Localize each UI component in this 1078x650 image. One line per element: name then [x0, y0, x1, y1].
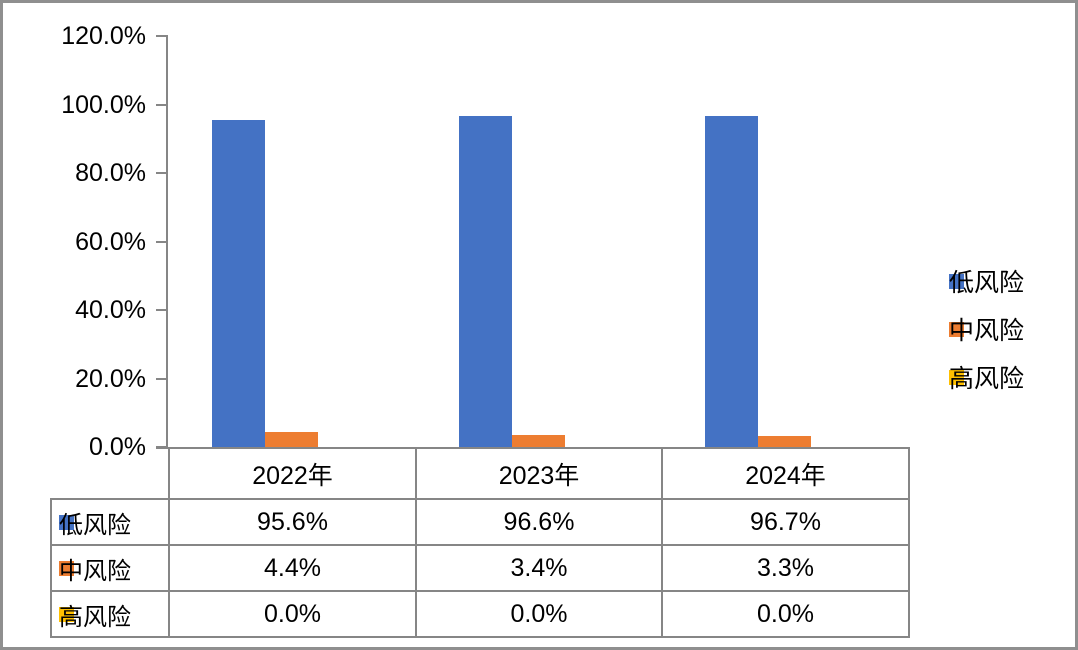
- legend-swatch-icon: [949, 273, 964, 289]
- series-swatch-icon: [59, 606, 74, 622]
- legend-swatch-icon: [949, 321, 964, 337]
- table-row-label-high-risk: 高风险: [50, 590, 170, 638]
- table-header-cell: 2022年: [168, 447, 417, 500]
- series-name-label: 高风险: [59, 603, 131, 631]
- y-axis-tick-mark: [156, 35, 168, 37]
- series-swatch-icon: [59, 560, 74, 576]
- y-axis-tick-label: 100.0%: [61, 90, 146, 119]
- y-axis-tick-label: 40.0%: [75, 296, 146, 324]
- y-axis-tick-mark: [156, 172, 168, 174]
- bar-mid-risk-2022: [264, 431, 318, 447]
- y-axis-tick-mark: [156, 446, 168, 448]
- y-axis-tick-mark: [156, 377, 168, 380]
- table-row-label-mid-risk: 中风险: [50, 544, 170, 592]
- series-name-label: 中风险: [59, 557, 131, 585]
- table-value-cell: 95.6%: [168, 498, 417, 546]
- table-value-cell: 0.0%: [415, 590, 663, 638]
- y-axis-tick-mark: [156, 103, 168, 106]
- table-header-cell: 2024年: [661, 447, 910, 500]
- table-row-label-low-risk: 低风险: [50, 498, 170, 546]
- table-value-cell: 96.6%: [415, 498, 663, 546]
- bar-mid-risk-2023: [511, 435, 565, 447]
- table-value-cell: 0.0%: [661, 590, 910, 638]
- table-value-cell: 0.0%: [168, 590, 417, 638]
- table-value-cell: 3.3%: [661, 544, 910, 592]
- legend-swatch-icon: [949, 369, 964, 385]
- legend-item-label: 低风险: [949, 269, 1025, 297]
- table-value-cell: 96.7%: [661, 498, 910, 546]
- table-value-cell: 3.4%: [415, 544, 663, 592]
- y-axis-line: [166, 36, 168, 449]
- y-axis-tick-label: 60.0%: [75, 227, 146, 256]
- series-name-label: 低风险: [59, 511, 131, 539]
- y-axis-tick-label: 120.0%: [61, 22, 146, 50]
- bar-low-risk-2024: [705, 115, 759, 447]
- bar-low-risk-2022: [211, 119, 265, 447]
- bar-mid-risk-2024: [758, 435, 812, 447]
- legend-item-label: 高风险: [949, 365, 1025, 393]
- table-value-cell: 4.4%: [168, 544, 417, 592]
- y-axis-tick-mark: [156, 240, 168, 243]
- legend-item-label: 中风险: [949, 317, 1025, 345]
- y-axis-tick-label: 80.0%: [75, 159, 146, 187]
- bar-low-risk-2023: [458, 116, 512, 447]
- table-header-cell: 2023年: [415, 447, 663, 500]
- series-swatch-icon: [59, 514, 74, 530]
- y-axis-tick-label: 0.0%: [89, 433, 146, 461]
- y-axis-tick-mark: [156, 309, 168, 311]
- y-axis-tick-label: 20.0%: [75, 364, 146, 393]
